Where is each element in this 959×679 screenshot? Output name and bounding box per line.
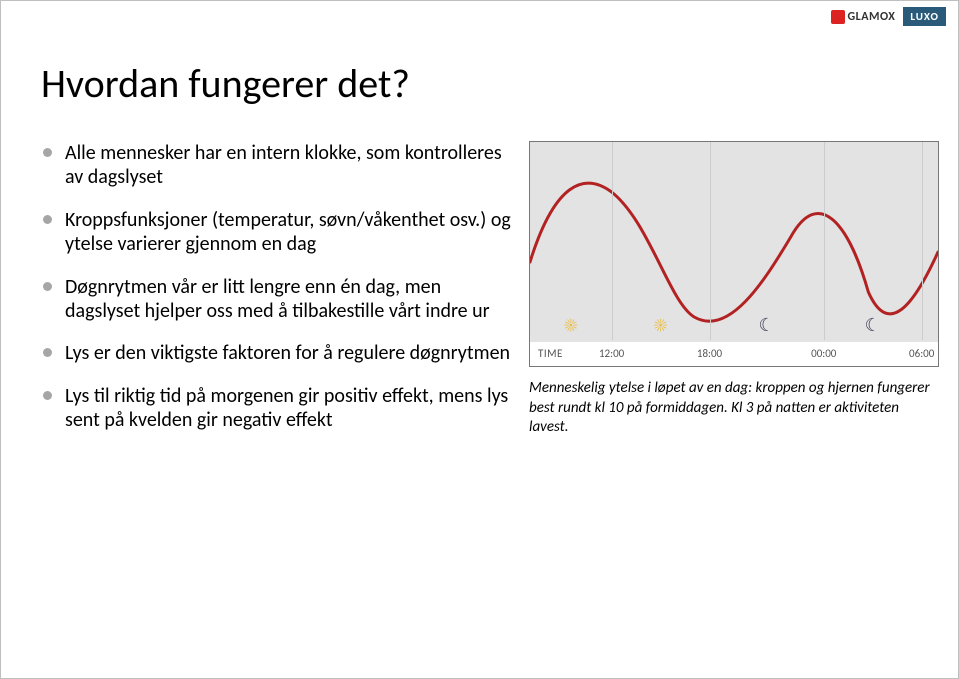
chart-time-axis: TIME 12:00 18:00 00:00 06:00 bbox=[530, 340, 938, 366]
luxo-logo-text: LUXO bbox=[910, 10, 939, 23]
time-tick: 06:00 bbox=[909, 347, 934, 360]
chart-curve bbox=[530, 142, 938, 342]
time-tick: 12:00 bbox=[599, 347, 624, 360]
slide-title: Hvordan fungerer det? bbox=[41, 59, 410, 108]
bullet-item: Kroppsfunksjoner (temperatur, søvn/våken… bbox=[41, 208, 511, 257]
glamox-logo-text: GLAMOX bbox=[848, 10, 896, 24]
glamox-logo: GLAMOX bbox=[827, 8, 900, 26]
bullet-item: Alle mennesker har en intern klokke, som… bbox=[41, 141, 511, 190]
chart-separator bbox=[710, 142, 711, 340]
chart-separator bbox=[824, 142, 825, 340]
circadian-chart: ☀ ☀ ☾ ☾ TIME 12:00 18:00 00:00 06:00 bbox=[529, 141, 939, 367]
bullet-item: Døgnrytmen vår er litt lengre enn én dag… bbox=[41, 275, 511, 324]
bullet-item: Lys er den viktigste faktoren for å regu… bbox=[41, 341, 511, 365]
sun-icon: ☀ bbox=[654, 314, 667, 336]
time-tick: 00:00 bbox=[811, 347, 836, 360]
chart-separator bbox=[612, 142, 613, 340]
bullet-item: Lys til riktig tid på morgenen gir posit… bbox=[41, 384, 511, 433]
content-row: Alle mennesker har en intern klokke, som… bbox=[41, 141, 930, 451]
chart-plot-area: ☀ ☀ ☾ ☾ bbox=[530, 142, 938, 342]
luxo-logo: LUXO bbox=[903, 7, 946, 26]
logo-bar: GLAMOX LUXO bbox=[827, 7, 946, 26]
time-axis-label: TIME bbox=[538, 347, 563, 360]
chart-caption: Menneskelig ytelse i løpet av en dag: kr… bbox=[529, 379, 939, 438]
glamox-icon bbox=[831, 10, 845, 24]
right-column: ☀ ☀ ☾ ☾ TIME 12:00 18:00 00:00 06:00 Menneskel… bbox=[529, 141, 939, 451]
sun-icon: ☀ bbox=[564, 314, 577, 336]
time-tick: 18:00 bbox=[697, 347, 722, 360]
bullet-list: Alle mennesker har en intern klokke, som… bbox=[41, 141, 511, 451]
moon-icon: ☾ bbox=[759, 314, 775, 336]
chart-separator bbox=[922, 142, 923, 340]
moon-icon: ☾ bbox=[865, 314, 881, 336]
